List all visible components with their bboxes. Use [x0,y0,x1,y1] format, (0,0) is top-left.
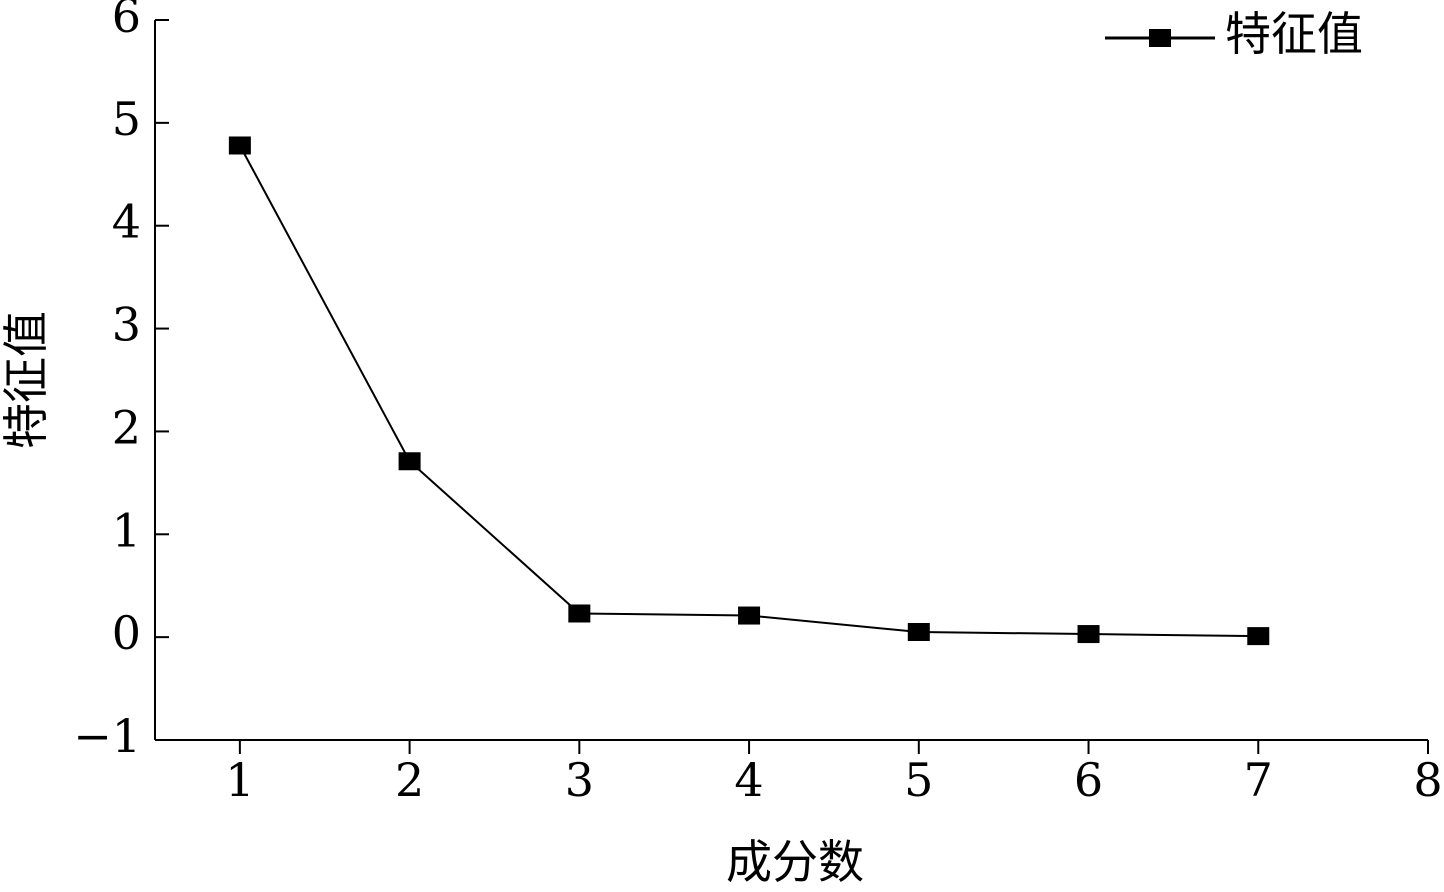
x-tick-label: 5 [904,753,933,807]
y-tick-label: 2 [112,400,141,454]
marker [1247,627,1270,646]
marker [398,452,421,471]
y-tick-label: 0 [112,606,141,660]
marker [1077,625,1100,644]
y-tick-label: −1 [73,709,141,763]
legend-marker [1149,29,1171,47]
y-tick-label: 5 [112,92,141,146]
marker [738,606,761,625]
x-tick-label: 6 [1074,753,1103,807]
y-tick-label: 6 [112,0,141,43]
x-tick-label: 3 [565,753,594,807]
marker [228,136,251,155]
x-tick-label: 4 [734,753,763,807]
marker [907,623,930,641]
y-tick-label: 1 [112,503,141,557]
legend-label: 特征值 [1225,7,1363,61]
marker [568,604,591,623]
x-tick-label: 8 [1413,753,1442,807]
x-tick-label: 2 [395,753,424,807]
y-tick-label: 3 [112,298,141,352]
x-axis-label: 成分数 [726,835,864,889]
y-tick-label: 4 [112,195,141,249]
series-line [238,145,1259,638]
x-tick-label: 7 [1244,753,1273,807]
y-axis-label: 特征值 [0,311,53,449]
x-tick-label: 1 [225,753,254,807]
